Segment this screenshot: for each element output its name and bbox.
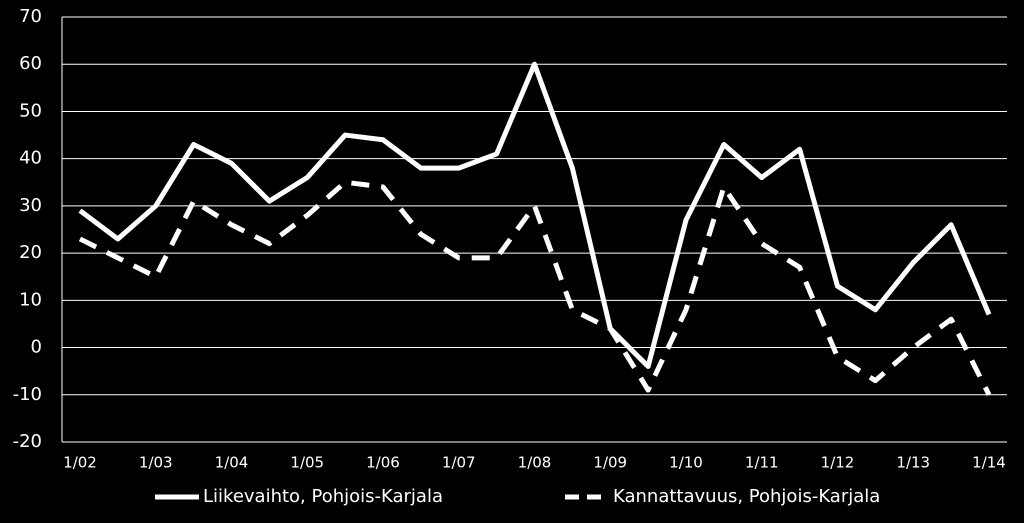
y-tick-label: 70 [19, 6, 42, 27]
x-tick-label: 1/05 [290, 454, 324, 472]
y-tick-label: 30 [19, 195, 42, 216]
x-tick-label: 1/11 [745, 454, 779, 472]
x-tick-label: 1/07 [442, 454, 476, 472]
y-tick-label: 10 [19, 289, 42, 310]
x-tick-label: 1/13 [896, 454, 930, 472]
line-series [78, 61, 992, 369]
legend-label: Kannattavuus, Pohjois-Karjala [613, 486, 880, 507]
y-tick-label: 20 [19, 242, 42, 263]
x-tick-label: 1/02 [63, 454, 97, 472]
x-tick-label: 1/14 [972, 454, 1006, 472]
x-tick-label: 1/03 [139, 454, 173, 472]
y-tick-label: 60 [19, 53, 42, 74]
y-tick-label: -20 [13, 431, 42, 452]
y-tick-label: 0 [31, 337, 42, 358]
x-tick-label: 1/06 [366, 454, 400, 472]
x-tick-label: 1/04 [215, 454, 249, 472]
x-tick-label: 1/08 [518, 454, 552, 472]
x-tick-label: 1/09 [593, 454, 627, 472]
y-tick-label: -10 [13, 384, 42, 405]
y-tick-label: 50 [19, 100, 42, 121]
legend-label: Liikevaihto, Pohjois-Karjala [203, 486, 443, 507]
line-series [78, 179, 992, 396]
x-tick-label: 1/12 [821, 454, 855, 472]
y-tick-label: 40 [19, 148, 42, 169]
x-tick-label: 1/10 [669, 454, 703, 472]
